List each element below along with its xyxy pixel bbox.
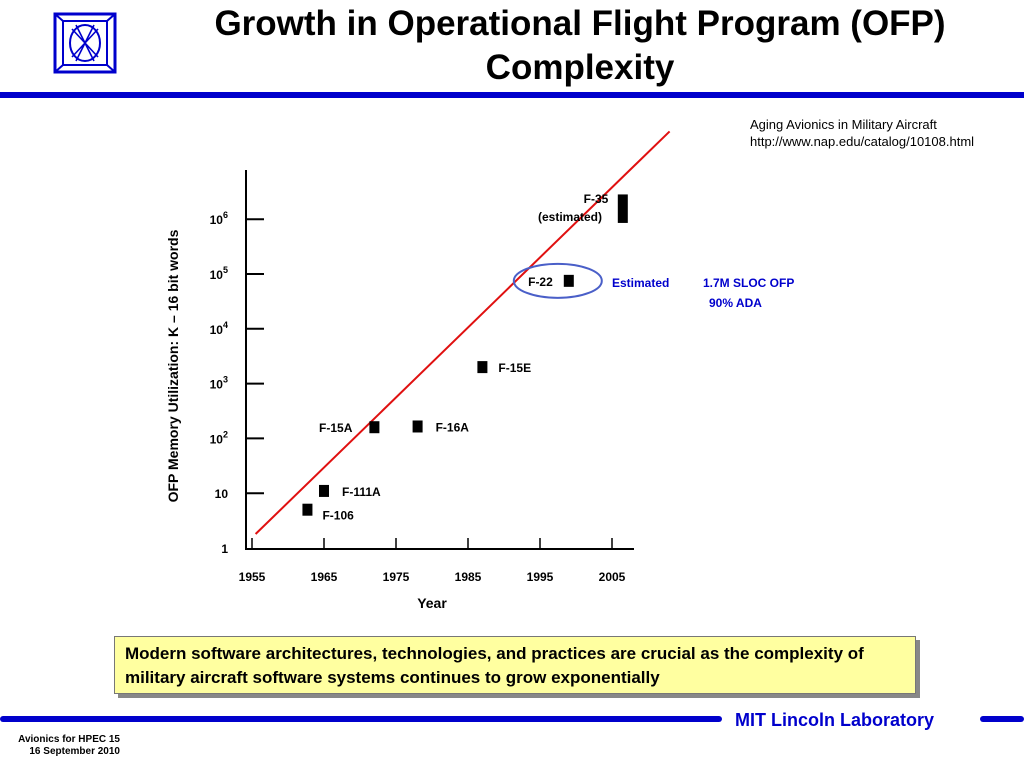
annotation-sloc: 1.7M SLOC OFP xyxy=(703,276,794,290)
annotation-estimated: Estimated xyxy=(612,276,669,290)
data-point-f-16a xyxy=(412,420,423,433)
y-tick-label: 1 xyxy=(221,542,228,556)
data-point-f-15a xyxy=(369,421,380,434)
label-f15a: F-15A xyxy=(319,421,353,435)
title-line-1: Growth in Operational Flight Program (OF… xyxy=(214,4,946,43)
source-url: http://www.nap.edu/catalog/10108.html xyxy=(750,134,975,149)
x-tick-label: 1985 xyxy=(455,570,482,584)
y-tick-label: 105 xyxy=(210,265,228,282)
y-tick-label: 102 xyxy=(210,429,228,446)
label-f22: F-22 xyxy=(528,275,553,289)
label-f16a: F-16A xyxy=(436,420,470,434)
y-tick-label: 106 xyxy=(210,210,228,227)
title-line-2: Complexity xyxy=(485,48,675,87)
callout-text: Modern software architectures, technolog… xyxy=(125,644,864,687)
y-axis-label: OFP Memory Utilization: K – 16 bit words xyxy=(165,229,181,502)
y-tick-label: 10 xyxy=(215,487,229,501)
y-tick-label: 103 xyxy=(210,375,228,392)
data-point-f-35 xyxy=(617,194,628,223)
trend-line xyxy=(254,130,671,535)
x-tick-label: 2005 xyxy=(599,570,626,584)
x-axis-label: Year xyxy=(417,595,447,611)
footer-rule-left xyxy=(0,716,722,722)
footer-rule-right xyxy=(980,716,1024,722)
ofp-growth-chart: 1 10 102 103 104 105 106 1955 1965 1975 1985 1995 20… xyxy=(165,130,794,611)
label-f111a: F-111A xyxy=(342,485,381,499)
data-point-f-111a xyxy=(319,484,329,497)
x-tick-label: 1975 xyxy=(383,570,410,584)
slide-date: 16 September 2010 xyxy=(29,746,120,757)
x-tick-label: 1965 xyxy=(311,570,338,584)
x-tick-label: 1995 xyxy=(527,570,554,584)
y-tick-label: 104 xyxy=(210,320,228,337)
label-f15e: F-15E xyxy=(498,361,531,375)
annotation-ada: 90% ADA xyxy=(709,296,762,310)
label-f35: F-35 xyxy=(584,192,609,206)
callout-box: Modern software architectures, technolog… xyxy=(114,636,916,694)
source-title: Aging Avionics in Military Aircraft xyxy=(750,117,937,132)
source-citation: Aging Avionics in Military Aircraft http… xyxy=(750,116,974,150)
f22-highlight-ellipse xyxy=(512,262,603,299)
data-point-f-15e xyxy=(477,361,488,374)
title-rule xyxy=(0,92,1024,98)
data-point-f-22 xyxy=(563,274,574,287)
label-f106: F-106 xyxy=(322,509,354,523)
slide-info: Avionics for HPEC 15 16 September 2010 xyxy=(8,734,120,758)
mit-ll-logo xyxy=(53,12,117,74)
slide-title: Growth in Operational Flight Program (OF… xyxy=(120,2,1024,90)
x-tick-label: 1955 xyxy=(239,570,266,584)
slide-course: Avionics for HPEC 15 xyxy=(18,734,120,745)
footer-lab-name: MIT Lincoln Laboratory xyxy=(735,710,935,730)
data-point-f-106 xyxy=(302,503,313,516)
label-f35-estimated: (estimated) xyxy=(538,210,602,224)
